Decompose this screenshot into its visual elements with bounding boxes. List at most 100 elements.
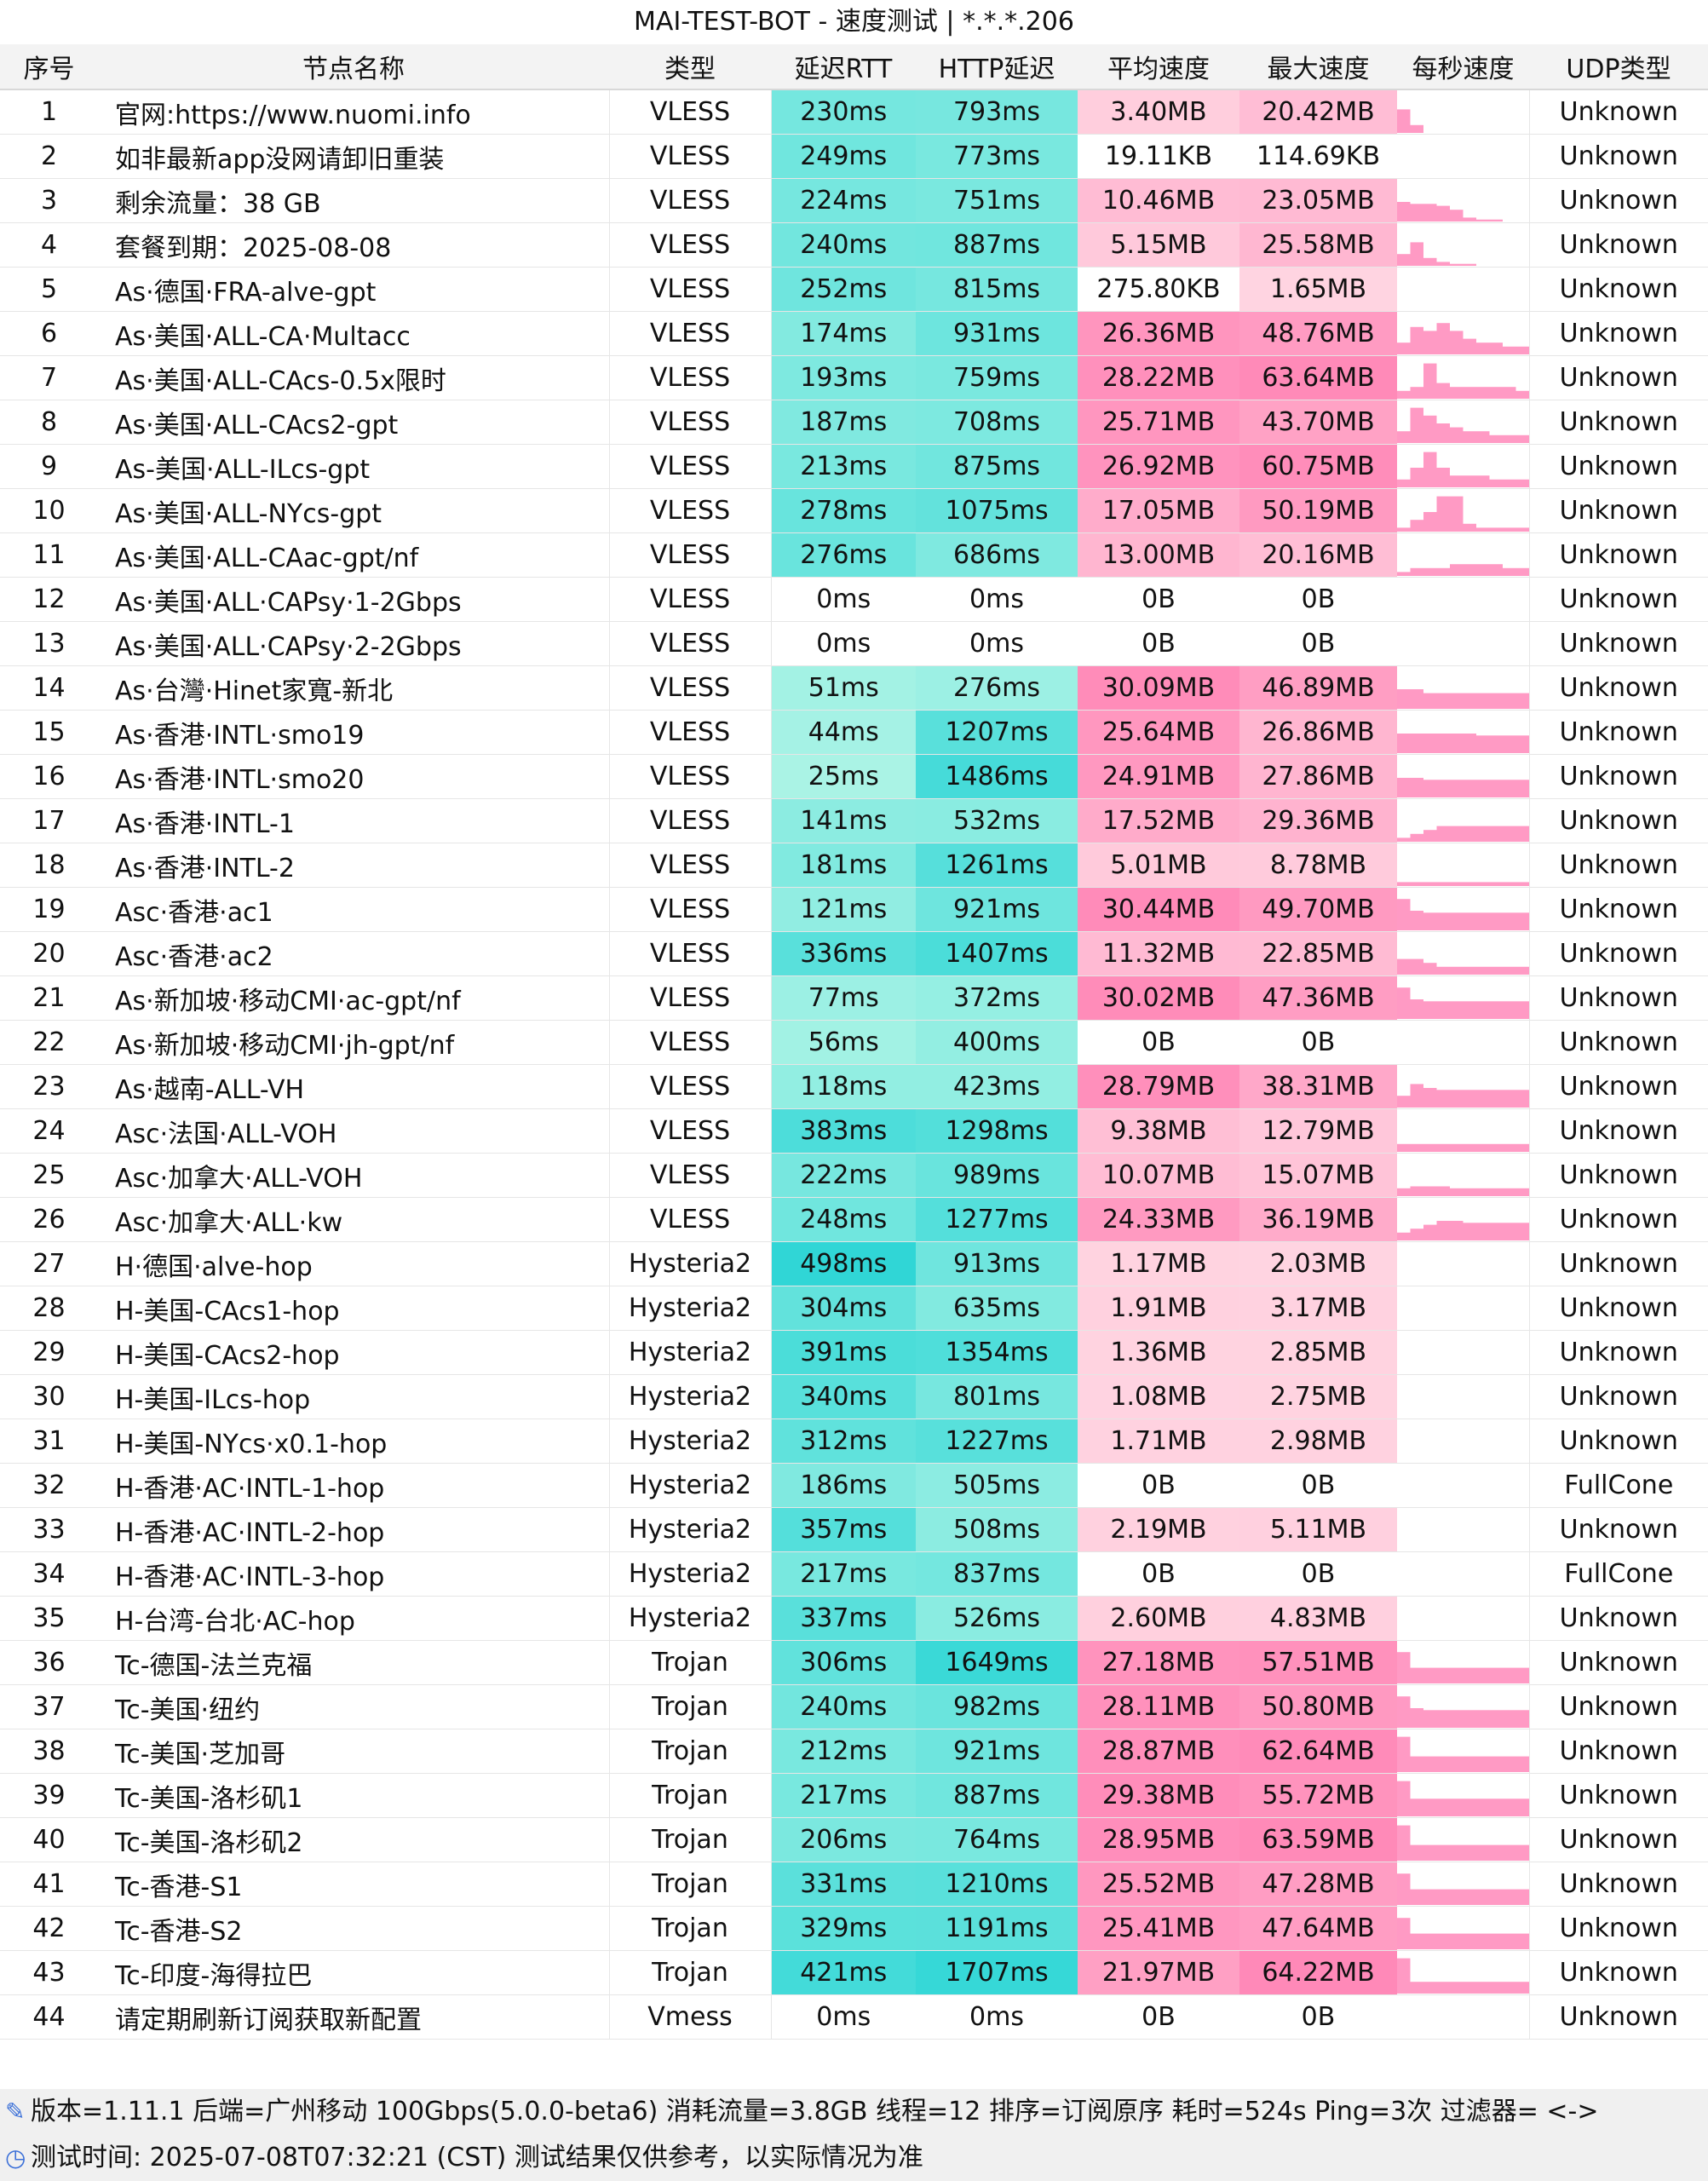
table-row[interactable]: 42 Tc-香港-S2 Trojan 329ms 1191ms 25.41MB 47.64M… [0,1906,1708,1951]
table-row[interactable]: 14 As·台灣·Hinet家寬-新北 VLESS 51ms 276ms 30.09MB 4… [0,665,1708,711]
table-row[interactable]: 19 Asc·香港·ac1 VLESS 121ms 921ms 30.44MB 49.70M… [0,887,1708,932]
table-row[interactable]: 8 As·美国·ALL-CAcs2-gpt VLESS 187ms 708ms 25.71… [0,400,1708,445]
sparkline-bar [1476,1756,1490,1772]
table-row[interactable]: 1 官网:https://www.nuomi.info VLESS 230ms 793m… [0,89,1708,135]
sparkline-bar [1463,1667,1476,1683]
table-row[interactable]: 22 As·新加坡·移动CMI·jh-gpt/nf VLESS 56ms 400ms 0B… [0,1020,1708,1065]
sparkline-bar [1450,734,1464,753]
col-name-header[interactable]: 节点名称 [98,44,609,90]
per-second-sparkline [1397,1640,1530,1685]
col-avg-speed-header[interactable]: 平均速度 [1078,44,1239,90]
table-row[interactable]: 44 请定期刷新订阅获取新配置 Vmess 0ms 0ms 0B 0B Unknown [0,1994,1708,2040]
table-row[interactable]: 16 As·香港·INTL·smo20 VLESS 25ms 1486ms 24.91MB… [0,754,1708,799]
table-row[interactable]: 30 H-美国-ILcs-hop Hysteria2 340ms 801ms 1.08MB… [0,1374,1708,1419]
table-row[interactable]: 17 As·香港·INTL-1 VLESS 141ms 532ms 17.52MB 29.3… [0,798,1708,843]
sparkline-bar [1436,1001,1450,1019]
sparkline-bar [1397,778,1411,797]
table-row[interactable]: 23 As·越南-ALL-VH VLESS 118ms 423ms 28.79MB 38.3… [0,1064,1708,1109]
rtt-value: 0ms [771,577,916,622]
table-row[interactable]: 40 Tc-美国-洛杉矶2 Trojan 206ms 764ms 28.95MB 63.59… [0,1817,1708,1862]
avg-speed-value: 19.11KB [1078,134,1239,179]
table-row[interactable]: 4 套餐到期：2025-08-08 VLESS 240ms 887ms 5.15MB 25.… [0,222,1708,268]
col-per-second-header[interactable]: 每秒速度 [1397,44,1529,90]
rtt-value: 118ms [771,1064,916,1109]
node-type: Trojan [609,1817,772,1862]
table-row[interactable]: 20 Asc·香港·ac2 VLESS 336ms 1407ms 11.32MB 22.85… [0,931,1708,976]
node-name: 请定期刷新订阅获取新配置 [98,1994,610,2040]
max-speed-value: 2.85MB [1239,1330,1397,1375]
table-row[interactable]: 9 As-美国·ALL-ILcs-gpt VLESS 213ms 875ms 26.92M… [0,444,1708,489]
table-row[interactable]: 28 H-美国-CAcs1-hop Hysteria2 304ms 635ms 1.91M… [0,1286,1708,1331]
max-speed-value: 48.76MB [1239,311,1397,356]
sparkline-bar [1476,1143,1490,1152]
avg-speed-value: 28.95MB [1078,1817,1239,1862]
table-row[interactable]: 32 H-香港·AC·INTL-1-hop Hysteria2 186ms 505ms 0… [0,1463,1708,1508]
table-row[interactable]: 15 As·香港·INTL·smo19 VLESS 44ms 1207ms 25.64MB… [0,710,1708,755]
table-row[interactable]: 31 H-美国-NYcs·x0.1-hop Hysteria2 312ms 1227ms… [0,1419,1708,1464]
table-row[interactable]: 36 Tc-德国-法兰克福 Trojan 306ms 1649ms 27.18MB 57.5… [0,1640,1708,1685]
sparkline-bar [1410,778,1423,797]
row-index: 15 [0,710,98,755]
col-udp-header[interactable]: UDP类型 [1529,44,1708,90]
table-row[interactable]: 38 Tc-美国·芝加哥 Trojan 212ms 921ms 28.87MB 62.64M… [0,1729,1708,1774]
sparkline-bar [1436,1221,1450,1240]
table-row[interactable]: 11 As·美国·ALL-CAac-gpt/nf VLESS 276ms 686ms 13… [0,532,1708,578]
table-row[interactable]: 43 Tc-印度-海得拉巴 Trojan 421ms 1707ms 21.97MB 64.2… [0,1950,1708,1995]
sparkline-chart [1397,1143,1528,1152]
table-row[interactable]: 5 As·德国·FRA-alve-gpt VLESS 252ms 815ms 275.80… [0,267,1708,312]
table-row[interactable]: 13 As·美国·ALL·CAPsy·2-2Gbps VLESS 0ms 0ms 0B 0B… [0,621,1708,666]
sparkline-bar [1515,1667,1528,1683]
table-row[interactable]: 12 As·美国·ALL·CAPsy·1-2Gbps VLESS 0ms 0ms 0B 0B… [0,577,1708,622]
row-index: 37 [0,1684,98,1729]
col-rtt-header[interactable]: 延迟RTT [771,44,916,90]
sparkline-bar [1450,1001,1464,1019]
table-row[interactable]: 24 Asc·法国·ALL-VOH VLESS 383ms 1298ms 9.38MB 12… [0,1108,1708,1154]
http-latency-value: 1486ms [916,754,1078,799]
table-row[interactable]: 18 As·香港·INTL-2 VLESS 181ms 1261ms 5.01MB 8.78… [0,843,1708,888]
max-speed-value: 29.36MB [1239,798,1397,843]
per-second-sparkline [1397,1241,1530,1286]
table-row[interactable]: 33 H-香港·AC·INTL-2-hop Hysteria2 357ms 508ms 2… [0,1507,1708,1552]
sparkline-chart [1397,1552,1529,1595]
table-row[interactable]: 7 As·美国·ALL-CAcs-0.5x限时 VLESS 193ms 759ms 28.… [0,355,1708,400]
sparkline-bar [1515,1889,1528,1905]
udp-type-value: Unknown [1529,1729,1708,1774]
table-row[interactable]: 3 剩余流量：38 GB VLESS 224ms 751ms 10.46MB 23.05MB… [0,178,1708,223]
sparkline-bar [1436,1933,1450,1949]
table-row[interactable]: 2 如非最新app没网请卸旧重装 VLESS 249ms 773ms 19.11KB 114… [0,134,1708,179]
avg-speed-value: 29.38MB [1078,1773,1239,1818]
table-row[interactable]: 37 Tc-美国·纽约 Trojan 240ms 982ms 28.11MB 50.80MB… [0,1684,1708,1729]
node-type: Trojan [609,1773,772,1818]
sparkline-bar [1476,780,1490,797]
table-row[interactable]: 34 H-香港·AC·INTL-3-hop Hysteria2 217ms 837ms 0… [0,1551,1708,1597]
col-max-speed-header[interactable]: 最大速度 [1239,44,1397,90]
per-second-sparkline [1397,754,1530,799]
table-row[interactable]: 25 Asc·加拿大·ALL-VOH VLESS 222ms 989ms 10.07MB 1… [0,1153,1708,1198]
sparkline-bar [1463,1001,1476,1019]
avg-speed-value: 30.44MB [1078,887,1239,932]
sparkline-bar [1463,826,1476,842]
sparkline-bar [1436,323,1450,354]
node-type: Hysteria2 [609,1374,772,1419]
node-type: Trojan [609,1950,772,1995]
sparkline-bar [1503,1982,1516,1994]
table-row[interactable]: 39 Tc-美国-洛杉矶1 Trojan 217ms 887ms 29.38MB 55.72… [0,1773,1708,1818]
col-type-header[interactable]: 类型 [609,44,771,90]
table-row[interactable]: 21 As·新加坡·移动CMI·ac-gpt/nf VLESS 77ms 372ms 30… [0,975,1708,1021]
table-row[interactable]: 6 As·美国·ALL-CA·Multacc VLESS 174ms 931ms 26.3… [0,311,1708,356]
udp-type-value: Unknown [1529,1064,1708,1109]
row-index: 22 [0,1020,98,1065]
node-type: Hysteria2 [609,1463,772,1508]
table-row[interactable]: 10 As·美国·ALL-NYcs-gpt VLESS 278ms 1075ms 17.0… [0,488,1708,533]
col-http-header[interactable]: HTTP延迟 [916,44,1078,90]
table-row[interactable]: 27 H·德国·alve-hop Hysteria2 498ms 913ms 1.17MB… [0,1241,1708,1286]
table-row[interactable]: 26 Asc·加拿大·ALL·kw VLESS 248ms 1277ms 24.33MB 3… [0,1197,1708,1242]
col-index-header[interactable]: 序号 [0,44,98,90]
table-row[interactable]: 35 H-台湾-台北·AC-hop Hysteria2 337ms 526ms 2.60M… [0,1596,1708,1641]
http-latency-value: 1207ms [916,710,1078,755]
sparkline-bar [1410,958,1423,975]
node-name: As·美国·ALL-NYcs-gpt [98,488,610,533]
max-speed-value: 64.22MB [1239,1950,1397,1995]
table-row[interactable]: 29 H-美国-CAcs2-hop Hysteria2 391ms 1354ms 1.36… [0,1330,1708,1375]
table-row[interactable]: 41 Tc-香港-S1 Trojan 331ms 1210ms 25.52MB 47.28M… [0,1862,1708,1907]
